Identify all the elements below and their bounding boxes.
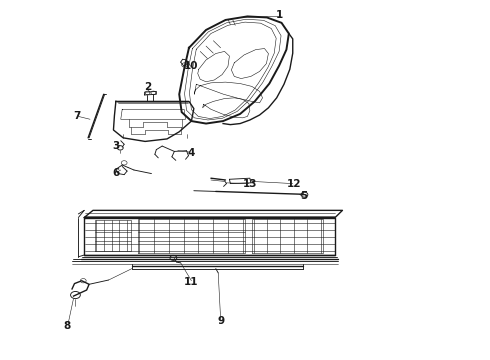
Text: 12: 12	[287, 179, 301, 189]
Text: 3: 3	[112, 141, 120, 151]
Text: 6: 6	[112, 168, 120, 178]
Text: 9: 9	[217, 316, 224, 326]
Text: 13: 13	[243, 179, 257, 189]
Text: 1: 1	[275, 10, 283, 20]
Text: 11: 11	[184, 277, 198, 287]
Text: 8: 8	[64, 321, 71, 331]
Text: 2: 2	[144, 82, 151, 92]
Text: 10: 10	[184, 61, 198, 71]
Text: 5: 5	[300, 191, 307, 201]
Text: 4: 4	[188, 148, 195, 158]
Text: 7: 7	[73, 111, 80, 121]
